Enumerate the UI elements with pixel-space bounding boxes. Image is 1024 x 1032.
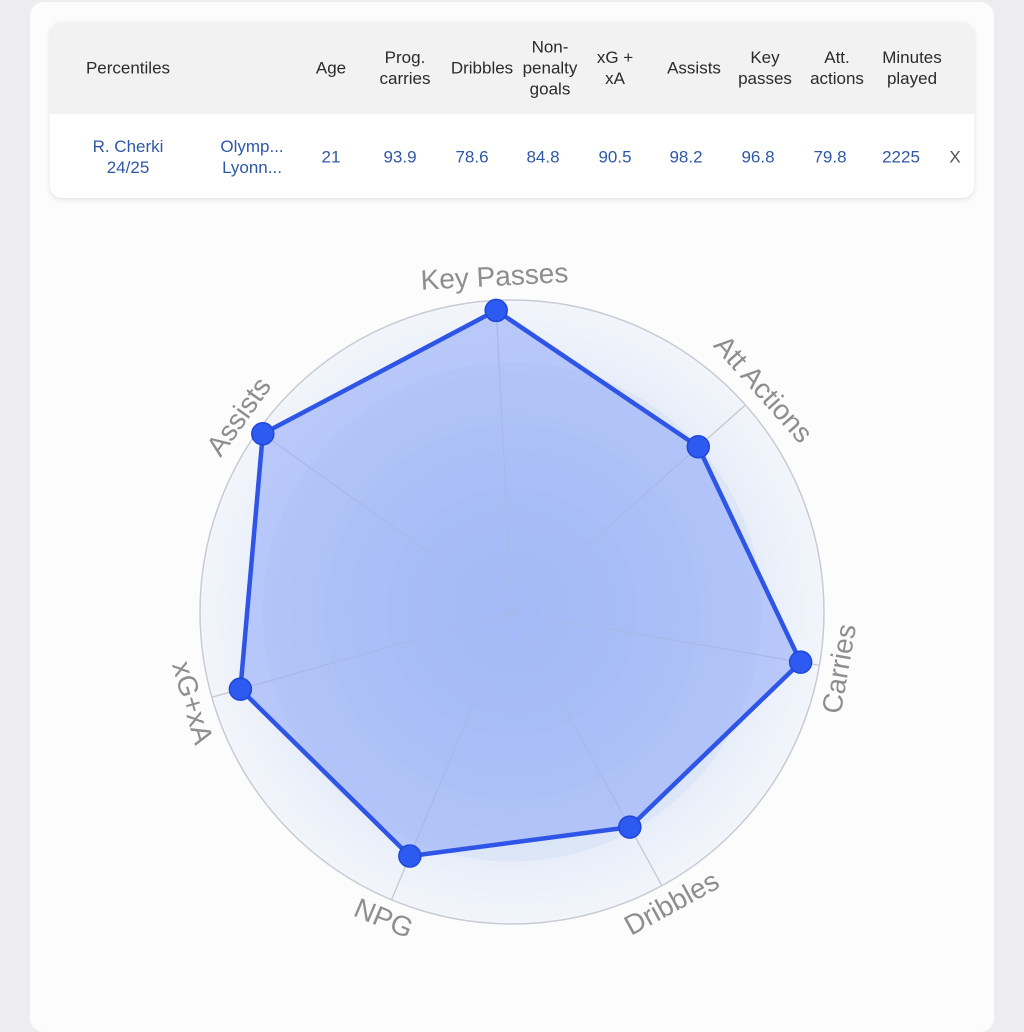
remove-row-button[interactable]: X bbox=[949, 147, 961, 167]
value-xgxa: 90.5 bbox=[598, 147, 632, 167]
data-point[interactable] bbox=[251, 422, 275, 446]
data-point[interactable] bbox=[788, 650, 813, 674]
value-minutes-played: 2225 bbox=[882, 147, 920, 167]
header-percentiles: Percentiles bbox=[85, 58, 171, 78]
value-age: 21 bbox=[321, 147, 341, 167]
header-att-actions: Att. actions bbox=[810, 48, 864, 88]
header-assists: Assists bbox=[667, 58, 721, 78]
series-polygon bbox=[238, 308, 803, 859]
value-prog-carries: 93.9 bbox=[383, 147, 417, 167]
data-point[interactable] bbox=[686, 435, 711, 459]
percentiles-table: Percentiles Age Prog. carries Dribbles No… bbox=[50, 22, 974, 198]
data-point[interactable] bbox=[484, 298, 508, 323]
header-npg: Non-penalty goals bbox=[522, 37, 578, 99]
header-prog-carries: Prog. carries bbox=[379, 48, 431, 88]
header-age: Age bbox=[315, 58, 347, 78]
axis-label: Key Passes bbox=[420, 257, 569, 296]
header-key-passes: Key passes bbox=[738, 48, 792, 88]
data-point[interactable] bbox=[228, 677, 253, 701]
value-dribbles: 78.6 bbox=[455, 147, 489, 167]
header-dribbles: Dribbles bbox=[450, 58, 514, 78]
data-point[interactable] bbox=[618, 815, 642, 839]
table-header bbox=[50, 22, 974, 114]
value-assists: 98.2 bbox=[669, 147, 703, 167]
value-npg: 84.8 bbox=[526, 147, 560, 167]
value-att-actions: 79.8 bbox=[813, 147, 847, 167]
player-name[interactable]: R. Cherki 24/25 bbox=[92, 137, 164, 177]
value-key-passes: 96.8 bbox=[741, 147, 775, 167]
header-xgxa: xG + xA bbox=[596, 48, 634, 88]
team-name[interactable]: Olymp... Lyonn... bbox=[220, 137, 284, 177]
header-minutes-played: Minutes played bbox=[882, 48, 942, 88]
data-point[interactable] bbox=[398, 844, 422, 868]
